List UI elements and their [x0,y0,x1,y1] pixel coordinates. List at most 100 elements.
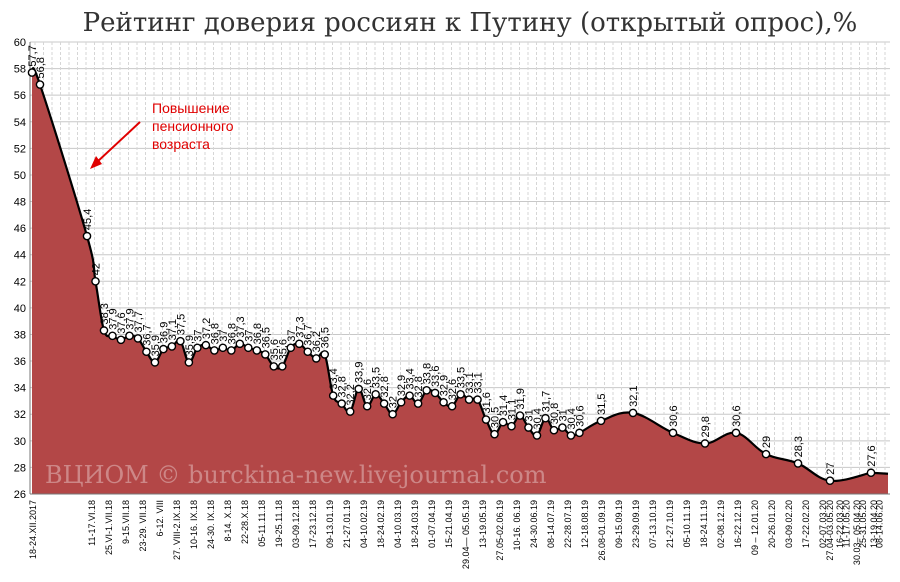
y-tick-label: 54 [14,117,26,129]
data-label: 38,3 [99,303,111,324]
data-point [371,389,380,399]
data-point [558,423,567,432]
x-tick-label: 02-07.03.20 [818,500,828,548]
x-tick-label: 19-25.11.18 [274,500,284,547]
x-tick-label: 23-29.09.19 [631,500,641,548]
data-label: 32,8 [337,376,349,397]
data-point [159,344,168,354]
data-point [35,80,45,89]
data-label: 32,8 [379,376,391,397]
data-point [133,334,143,343]
y-tick-label: 28 [14,462,26,474]
y-tick-label: 36 [14,356,26,368]
data-label: 31,6 [481,392,493,413]
data-point [507,421,516,431]
data-label: 36,9 [158,322,170,343]
x-tick-label: 25.VI-1.VII.18 [104,500,114,555]
marks-layer [27,68,876,486]
x-tick-label: 27.05-02.06.19 [495,500,505,561]
data-point [108,331,117,341]
data-point [700,439,710,448]
data-point [566,431,576,440]
annotation-text: возраста [152,136,210,152]
data-label: 31 [523,409,535,421]
x-tick-label: 08-14.06.20 [875,500,885,548]
x-tick-label: 29.04— 05.05.19 [461,500,471,569]
data-label: 28,3 [793,436,805,457]
x-tick-label: 30.03– 05.04.20 [852,500,862,565]
data-label: 29 [761,436,773,448]
x-tick-label: 24-30. IX.18 [206,500,216,549]
x-tick-label: 05-10.11.19 [682,500,692,547]
data-point [464,395,474,404]
data-label: 31,4 [498,395,510,416]
x-tick-label: 13-19.05.19 [478,500,488,548]
y-tick-label: 26 [14,489,26,501]
annotation: Повышение пенсионного возраста [90,100,234,169]
data-label: 36,8 [209,323,221,344]
data-label: 33,1 [473,372,485,393]
x-tick-label: 03-09.02.20 [784,500,794,548]
data-label: 37 [218,330,230,342]
data-point [91,276,100,286]
data-point [413,399,423,408]
y-tick-label: 42 [14,276,26,288]
data-point [541,413,550,423]
data-point [125,331,134,341]
data-label: 30,6 [668,405,680,426]
data-label: 36,8 [252,323,264,344]
data-point [362,401,372,411]
data-point [244,343,253,353]
annotation-text: пенсионного [152,118,234,134]
chart-title: Рейтинг доверия россиян к Путину (открыт… [83,8,858,38]
data-label: 36,7 [303,324,315,345]
data-point [176,336,185,346]
data-point [490,429,499,439]
data-label: 32,9 [439,375,451,396]
data-point [252,346,262,355]
data-label: 33,1 [464,372,476,393]
data-label: 35,6 [277,339,289,360]
x-tick-label: 21-27.10.19 [665,500,675,548]
data-label: 36,5 [320,327,332,348]
x-tick-label: 21-27.01.19 [342,500,352,548]
data-point [311,354,321,363]
x-tick-label: 27. VIII-2.IX.18 [172,500,182,560]
x-tick-label: 18-24.02.19 [376,500,386,548]
x-tick-label: 18-24.XII.2017 [28,500,38,559]
data-label: 31,7 [540,391,552,412]
data-point [150,358,160,367]
annotation-text: Повышение [152,100,230,116]
data-point [354,384,363,394]
data-label: 32,1 [628,385,640,406]
x-tick-label: 23-29. VII.18 [138,500,148,552]
data-point [481,415,491,424]
data-point [825,476,835,486]
data-label: 36,8 [226,323,238,344]
data-point [277,362,287,371]
data-label: 42 [90,263,102,275]
data-label: 37,9 [107,308,119,329]
data-label: 30,8 [549,403,561,424]
data-label: 33,5 [371,367,383,388]
data-point [193,343,202,353]
x-tick-label: 18-24.03.19 [410,500,420,548]
data-label: 31,9 [515,388,527,409]
data-point [524,423,533,432]
x-tick-label: 11-17.05.20 [841,500,851,547]
data-point [761,449,771,459]
data-label: 37,3 [235,316,247,337]
data-label: 37 [243,330,255,342]
data-point [473,395,482,404]
data-point [294,339,304,349]
data-point [388,409,397,419]
data-point [549,425,559,435]
data-label: 36,7 [141,324,153,345]
y-tick-label: 34 [14,383,26,395]
data-label: 56,8 [35,57,47,78]
data-label: 33,8 [422,363,434,384]
x-tick-label: 18-24.11.19 [699,500,709,547]
data-point [447,401,457,411]
x-tick-label: 27.04-03.05.20 [825,500,835,561]
data-point [439,397,448,407]
